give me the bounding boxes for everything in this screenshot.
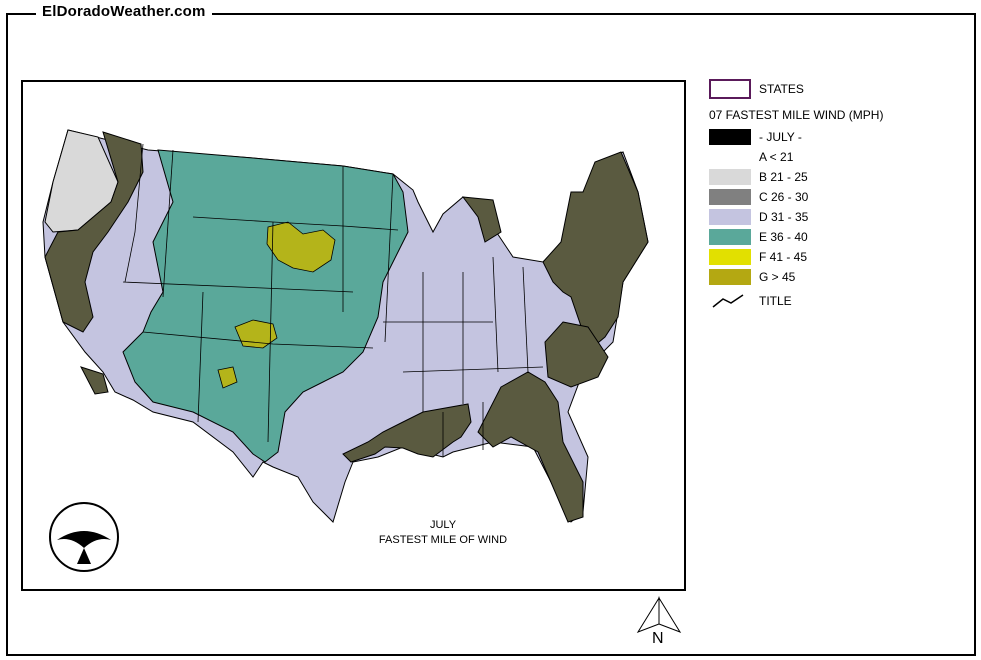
legend-layer-title-row: 07 FASTEST MILE WIND (MPH) xyxy=(709,106,883,124)
states-swatch xyxy=(709,79,751,99)
legend-item-label: - JULY - xyxy=(759,130,802,144)
legend-layer-title: 07 FASTEST MILE WIND (MPH) xyxy=(709,108,884,122)
legend-item-label: G > 45 xyxy=(759,270,796,284)
legend-item: B 21 - 25 xyxy=(709,168,808,186)
page-frame xyxy=(6,13,976,656)
us-wind-map xyxy=(42,129,649,523)
legend-title-label: TITLE xyxy=(759,294,792,308)
state-borders xyxy=(122,143,544,457)
legend-swatch xyxy=(709,209,751,225)
map-caption: JULY FASTEST MILE OF WIND xyxy=(363,518,523,548)
legend-item: A < 21 xyxy=(709,148,793,166)
legend-item-label: E 36 - 40 xyxy=(759,230,808,244)
legend-item: F 41 - 45 xyxy=(709,248,807,266)
legend-item: - JULY - xyxy=(709,128,802,146)
map-panel[interactable]: JULY FASTEST MILE OF WIND xyxy=(21,80,686,591)
legend-item-label: F 41 - 45 xyxy=(759,250,808,264)
legend-item-label: D 31 - 35 xyxy=(759,210,809,224)
legend-swatch xyxy=(709,169,751,185)
legend-swatch xyxy=(709,269,751,285)
zone-g-colorado xyxy=(234,319,278,349)
north-label: N xyxy=(652,630,664,647)
zone-e-interior xyxy=(122,149,409,463)
north-arrow-icon xyxy=(636,596,682,633)
legend-item: E 36 - 40 xyxy=(709,228,808,246)
legend-swatch xyxy=(709,229,751,245)
legend-item-label: C 26 - 30 xyxy=(759,190,809,204)
legend-item: D 31 - 35 xyxy=(709,208,808,226)
noaa-bird-logo xyxy=(49,502,119,572)
states-label: STATES xyxy=(759,82,804,96)
site-title[interactable]: ElDoradoWeather.com xyxy=(36,3,212,20)
legend-swatch xyxy=(709,129,751,145)
zone-g-south-dakota xyxy=(266,221,336,273)
legend-states-row: STATES xyxy=(709,79,804,99)
legend-swatch xyxy=(709,189,751,205)
legend-title-row: TITLE xyxy=(709,292,792,310)
noaa-logo xyxy=(47,502,121,577)
legend-item-label: B 21 - 25 xyxy=(759,170,808,184)
caption-title: FASTEST MILE OF WIND xyxy=(378,534,508,546)
legend-swatch xyxy=(709,249,751,265)
legend-item: G > 45 xyxy=(709,268,795,286)
zone-c-dark xyxy=(44,131,649,523)
legend-swatch xyxy=(709,149,751,165)
legend-item: C 26 - 30 xyxy=(709,188,808,206)
legend-item-label: A < 21 xyxy=(759,150,794,164)
zone-g-new-mexico xyxy=(217,366,238,389)
title-line-icon xyxy=(712,294,744,308)
caption-month: JULY xyxy=(429,519,457,531)
